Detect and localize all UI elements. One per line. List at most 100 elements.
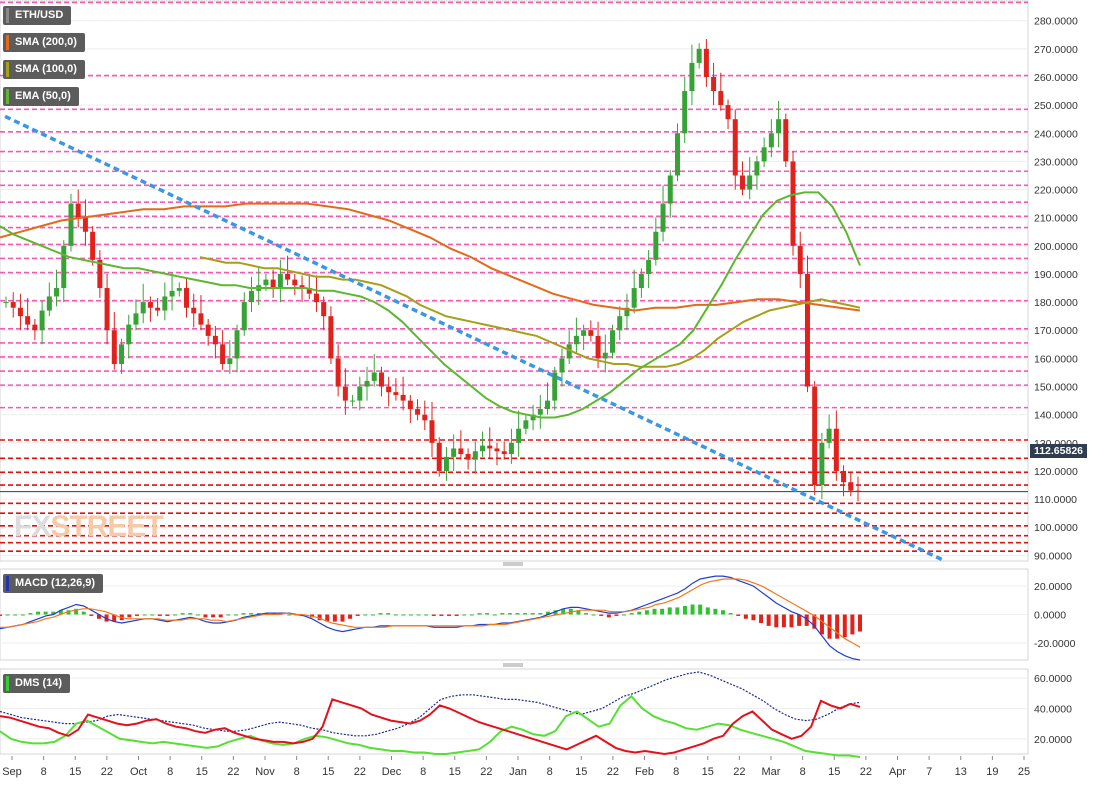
candle-body [595, 335, 601, 359]
candle-body [674, 133, 680, 176]
legend-macd[interactable]: MACD (12,26,9) [3, 574, 104, 593]
dms-tick-label: 20.0000 [1034, 734, 1072, 746]
dms-tick-label: 40.0000 [1034, 703, 1072, 715]
candle-body [602, 352, 608, 359]
macd-histogram-bar [104, 614, 109, 622]
candle-body [508, 442, 514, 455]
candle-body [321, 302, 327, 317]
candle-body [624, 307, 630, 317]
x-tick-label: 22 [227, 766, 239, 778]
legend-sma-100[interactable]: SMA (100,0) [3, 60, 85, 79]
macd-histogram-bar [5, 614, 10, 616]
symbol-label[interactable]: ETH/USD [3, 6, 72, 25]
macd-signal-line [0, 578, 861, 648]
x-tick-label: 19 [986, 766, 998, 778]
candle-body [68, 203, 74, 246]
candle-body [212, 335, 218, 345]
candle-body [732, 119, 738, 176]
price-tick-label: 280.0000 [1034, 16, 1078, 28]
candle-body [610, 330, 616, 353]
macd-histogram-bar [173, 614, 178, 616]
macd-histogram-bar [363, 614, 368, 616]
macd-histogram-bar [553, 610, 558, 615]
candle-body [386, 386, 392, 393]
x-tick-label: 8 [167, 766, 173, 778]
candle-body [46, 296, 52, 311]
macd-histogram-bar [439, 614, 444, 616]
x-tick-label: 25 [1018, 766, 1030, 778]
macd-histogram-bar [538, 613, 543, 615]
candle-body [783, 119, 789, 162]
x-tick-label: Nov [255, 766, 275, 778]
macd-histogram-bar [112, 614, 117, 622]
candle-body [826, 428, 832, 443]
candle-body [638, 273, 644, 289]
x-tick-label: 8 [41, 766, 47, 778]
candle-body [422, 414, 428, 421]
candle-body [10, 302, 16, 308]
macd-histogram-bar [249, 613, 254, 615]
candle-body [443, 456, 449, 471]
macd-histogram-bar [561, 608, 566, 615]
price-tick-label: 170.0000 [1034, 325, 1078, 337]
legend-ema-50[interactable]: EMA (50,0) [3, 87, 79, 106]
legend-dms[interactable]: DMS (14) [3, 674, 71, 693]
macd-histogram-bar [743, 614, 748, 619]
macd-histogram-bar [271, 613, 276, 615]
macd-histogram-bar [530, 613, 535, 615]
macd-histogram-bar [485, 613, 490, 615]
candle-body [75, 203, 81, 218]
di-plus-line [0, 694, 861, 758]
macd-panel: 20.0000 0.0000 -20.0000 [0, 568, 1076, 661]
candle-body [725, 105, 731, 120]
x-tick-label: 15 [702, 766, 714, 778]
candle-body [147, 302, 153, 308]
x-tick-label: 13 [955, 766, 967, 778]
candle-body [429, 420, 435, 443]
candle-body [653, 231, 659, 260]
price-tick-label: 120.0000 [1034, 466, 1078, 478]
macd-histogram-bar [728, 613, 733, 615]
macd-histogram-bar [370, 614, 375, 616]
candle-body [472, 451, 478, 460]
candle-body [198, 313, 204, 325]
macd-histogram-bar [81, 611, 86, 615]
candle-body [631, 288, 637, 308]
price-tick-label: 220.0000 [1034, 185, 1078, 197]
candle-body [227, 358, 233, 365]
candle-body [393, 392, 399, 395]
macd-histogram-bar [721, 610, 726, 615]
candle-body [689, 62, 695, 92]
macd-histogram-bar [325, 614, 330, 622]
macd-histogram-bar [43, 611, 48, 615]
macd-histogram-bar [652, 608, 657, 615]
candle-body [754, 161, 760, 176]
legend-sma-200[interactable]: SMA (200,0) [3, 33, 85, 52]
price-tick-label: 150.0000 [1034, 382, 1078, 394]
macd-histogram-bar [698, 604, 703, 615]
macd-histogram-bar [157, 614, 162, 616]
macd-histogram-bar [606, 614, 611, 618]
candle-body [848, 482, 854, 491]
macd-histogram-bar [355, 614, 360, 616]
candle-body [328, 316, 334, 359]
candle-body [90, 231, 96, 260]
x-tick-label: 22 [733, 766, 745, 778]
macd-histogram-bar [842, 614, 847, 638]
candle-body [667, 175, 673, 204]
macd-histogram-bar [766, 614, 771, 626]
candle-body [768, 133, 774, 148]
x-tick-label: 8 [294, 766, 300, 778]
candle-body [234, 330, 240, 359]
candle-body [797, 245, 803, 274]
x-tick-label: 15 [69, 766, 81, 778]
macd-histogram-bar [492, 614, 497, 616]
macd-histogram-bar [682, 605, 687, 615]
x-tick-label: 8 [547, 766, 553, 778]
candle-body [530, 414, 536, 421]
candle-body [588, 330, 594, 336]
macd-histogram-bar [317, 614, 322, 621]
candle-body [155, 307, 161, 311]
candle-body [487, 445, 493, 449]
macd-histogram-bar [66, 610, 71, 615]
